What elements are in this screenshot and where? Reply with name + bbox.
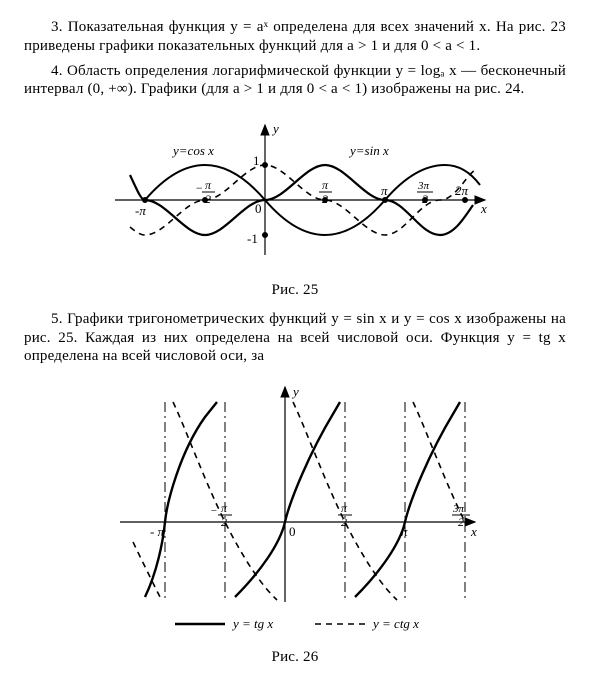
fig25-tick-1: 1: [253, 153, 260, 168]
fig26-legend-ctg: y = ctg x: [371, 616, 419, 631]
fig26-tick-mpi: - π: [150, 524, 165, 539]
fig26-tick-pi: π: [401, 524, 408, 539]
svg-text:−: −: [210, 505, 217, 517]
fig25-ylabel: y: [271, 121, 279, 136]
fig26-tick-3pi2b: 2: [458, 515, 464, 529]
figure-25: y x y=cos x y=sin x -π − π 2 0 π 2 π 3π …: [95, 105, 495, 275]
figure-25-caption: Рис. 25: [24, 281, 566, 300]
paragraph-4: 4. Область определения логарифмической ф…: [24, 62, 566, 100]
fig25-tick-pi2t: π: [322, 178, 329, 192]
fig26-tick-pi2t: π: [341, 501, 348, 515]
fig25-tick-3pi2b: 2: [422, 192, 428, 206]
figure-26: y x - π − π 2 0 π 2 π 3π 2 y = tg x y = …: [105, 372, 485, 642]
fig25-tick-pi: π: [381, 183, 388, 198]
paragraph-5: 5. Графики тригонометрических функций y …: [24, 310, 566, 366]
fig25-sin-label: y=sin x: [348, 143, 389, 158]
fig26-tick-pi2b: 2: [341, 515, 347, 529]
fig26-ylabel: y: [291, 384, 299, 399]
fig25-cos-label: y=cos x: [171, 143, 214, 158]
fig26-tick-mpi2b: 2: [221, 515, 227, 529]
fig26-xlabel: x: [470, 524, 477, 539]
fig26-tick-3pi2t: 3π: [452, 503, 465, 515]
figure-26-caption: Рис. 26: [24, 648, 566, 667]
fig25-tick-mpi2t: π: [205, 178, 212, 192]
fig25-tick-2pi: 2π: [455, 183, 469, 198]
fig25-tick-mpi2b: 2: [205, 192, 211, 206]
fig25-tick-mpi: -π: [135, 203, 146, 218]
fig25-xlabel: x: [480, 201, 487, 216]
svg-text:−: −: [195, 181, 203, 195]
fig25-tick-3pi2t: 3π: [417, 180, 430, 192]
fig26-legend-tg: y = tg x: [231, 616, 273, 631]
fig25-tick-m1: -1: [247, 231, 258, 246]
paragraph-3: 3. Показательная функция y = aˣ определе…: [24, 18, 566, 56]
fig25-tick-0: 0: [255, 201, 262, 216]
fig25-tick-pi2b: 2: [322, 192, 328, 206]
fig26-tick-mpi2t: π: [221, 501, 228, 515]
fig26-tick-0: 0: [289, 524, 296, 539]
